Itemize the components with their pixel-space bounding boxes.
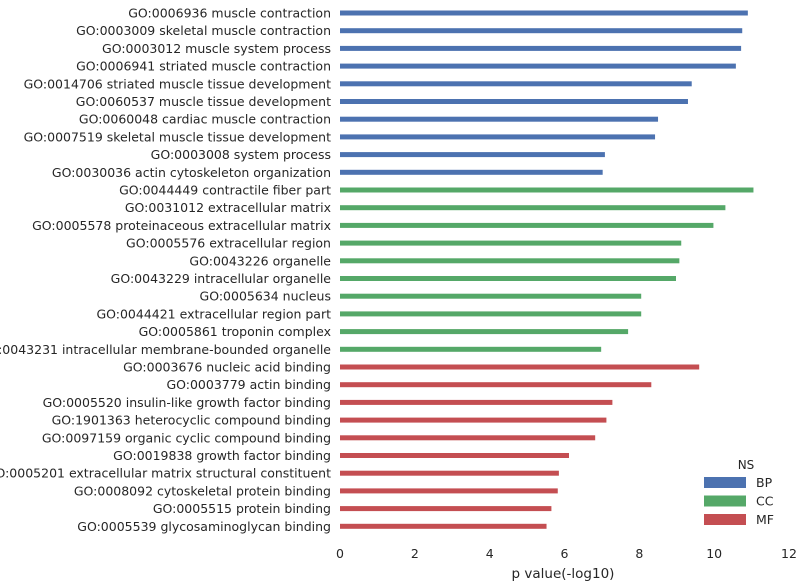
legend-entries-group: BP CC MF — [704, 475, 774, 527]
bar-cc — [340, 311, 642, 317]
bar-bp — [340, 134, 656, 140]
bar-mf — [340, 382, 652, 388]
bar-mf — [340, 523, 547, 529]
bar-mf — [340, 364, 700, 370]
category-label: GO:0005576 extracellular region — [126, 236, 331, 251]
legend-label-bp: BP — [756, 475, 773, 490]
bar-cc — [340, 346, 602, 352]
category-label: GO:0044421 extracellular region part — [96, 306, 331, 321]
bar-cc — [340, 258, 680, 264]
category-label: GO:1901363 heterocyclic compound binding — [52, 413, 331, 428]
category-label: GO:0005861 troponin complex — [139, 324, 331, 339]
legend: NS BP CC MF — [704, 458, 774, 527]
category-label: GO:0014706 striated muscle tissue develo… — [24, 76, 332, 91]
legend-label-mf: MF — [756, 512, 774, 527]
category-label: GO:0003676 nucleic acid binding — [123, 360, 331, 375]
x-tick-label: 0 — [336, 546, 344, 561]
category-label: GO:0019838 growth factor binding — [113, 448, 331, 463]
bar-mf — [340, 417, 607, 423]
x-axis-ticks-group: 0 2 4 6 8 10 12 — [336, 546, 797, 561]
category-label: GO:0003008 system process — [151, 147, 331, 162]
category-label: GO:0060048 cardiac muscle contraction — [79, 112, 331, 127]
bar-mf — [340, 399, 613, 405]
bar-cc — [340, 276, 677, 281]
legend-label-cc: CC — [756, 494, 774, 509]
x-axis-title: p value(-log10) — [512, 566, 615, 582]
category-label: GO:0043226 organelle — [189, 253, 331, 268]
category-label: GO:0003009 skeletal muscle contraction — [76, 23, 331, 38]
category-label: GO:0005201 extracellular matrix structur… — [0, 466, 331, 481]
category-labels-group: GO:0006936 muscle contraction GO:0003009 … — [0, 6, 331, 534]
bars-group — [340, 10, 754, 529]
category-label: GO:0030036 actin cytoskeleton organizati… — [52, 165, 331, 180]
legend-swatch-mf — [704, 514, 746, 525]
x-tick-label: 4 — [486, 546, 494, 561]
x-tick-label: 2 — [411, 546, 419, 561]
bar-bp — [340, 152, 605, 158]
bar-cc — [340, 222, 714, 228]
category-label: GO:0005515 protein binding — [153, 501, 331, 516]
category-label: GO:0005634 nucleus — [200, 289, 331, 304]
x-tick-label: 12 — [781, 546, 797, 561]
category-label: GO:0043231 intracellular membrane-bounde… — [0, 342, 331, 357]
x-tick-label: 10 — [706, 546, 722, 561]
bar-cc — [340, 187, 754, 193]
bar-mf — [340, 488, 558, 494]
bar-bp — [340, 81, 692, 87]
bar-bp — [340, 99, 688, 104]
legend-title: NS — [738, 458, 755, 472]
bar-cc — [340, 329, 629, 335]
bar-mf — [340, 506, 552, 512]
bar-mf — [340, 470, 559, 476]
bar-mf — [340, 453, 569, 458]
category-label: GO:0043229 intracellular organelle — [111, 271, 332, 286]
bar-bp — [340, 169, 603, 175]
x-tick-label: 8 — [635, 546, 643, 561]
bar-bp — [340, 28, 743, 34]
bar-bp — [340, 45, 742, 51]
category-label: GO:0003012 muscle system process — [102, 41, 331, 56]
bar-bp — [340, 116, 659, 122]
legend-swatch-bp — [704, 477, 746, 488]
category-label: GO:0007519 skeletal muscle tissue develo… — [24, 129, 331, 144]
category-label: GO:0044449 contractile fiber part — [119, 183, 331, 198]
bar-cc — [340, 293, 642, 299]
bar-mf — [340, 435, 596, 441]
category-label: GO:0006941 striated muscle contraction — [76, 59, 331, 74]
category-label: GO:0005539 glycosaminoglycan binding — [77, 519, 331, 534]
category-label: GO:0097159 organic cyclic compound bindi… — [42, 430, 331, 445]
category-label: GO:0060537 muscle tissue development — [76, 94, 331, 109]
x-tick-label: 6 — [561, 546, 569, 561]
category-label: GO:0005520 insulin-like growth factor bi… — [43, 395, 331, 410]
category-label: GO:0008092 cytoskeletal protein binding — [74, 483, 331, 498]
bar-bp — [340, 10, 748, 16]
bar-bp — [340, 63, 736, 69]
category-label: GO:0003779 actin binding — [166, 377, 331, 392]
bar-cc — [340, 205, 726, 211]
category-label: GO:0006936 muscle contraction — [128, 6, 331, 21]
legend-swatch-cc — [704, 495, 746, 507]
category-label: GO:0031012 extracellular matrix — [125, 200, 331, 215]
bar-cc — [340, 240, 682, 246]
category-label: GO:0005578 proteinaceous extracellular m… — [32, 218, 331, 233]
